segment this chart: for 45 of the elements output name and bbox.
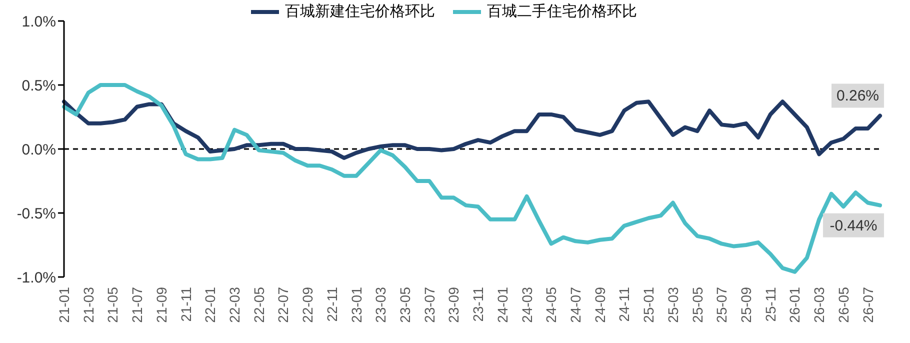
x-tick-label: 23-07 bbox=[421, 286, 438, 323]
x-tick-label: 21-09 bbox=[153, 286, 170, 323]
x-tick-label: 26-07 bbox=[860, 286, 876, 323]
data-label: -0.44% bbox=[830, 217, 878, 234]
x-tick-label: 25-09 bbox=[738, 286, 754, 323]
y-tick-label: -0.5% bbox=[16, 205, 56, 222]
x-tick-label: 25-07 bbox=[714, 286, 730, 323]
x-tick-label: 22-05 bbox=[250, 286, 267, 323]
x-tick-label: 21-07 bbox=[129, 286, 146, 323]
x-tick-label: 23-03 bbox=[372, 286, 389, 323]
x-tick-label: 23-01 bbox=[348, 286, 364, 323]
x-tick-label: 21-11 bbox=[178, 286, 194, 322]
x-tick-label: 25-01 bbox=[640, 286, 657, 323]
data-label: 0.26% bbox=[836, 88, 880, 105]
x-tick-label: 21-05 bbox=[104, 286, 121, 323]
y-tick-label: 1.0% bbox=[22, 13, 56, 30]
x-tick-label: 22-09 bbox=[300, 286, 316, 323]
x-tick-label: 25-03 bbox=[664, 286, 681, 323]
x-tick-label: 26-03 bbox=[811, 286, 828, 323]
x-tick-label: 24-01 bbox=[494, 286, 510, 323]
x-tick-label: 23-09 bbox=[446, 286, 462, 323]
x-tick-label: 26-05 bbox=[835, 286, 852, 323]
x-tick-label: 22-03 bbox=[226, 286, 243, 323]
x-tick-label: 25-05 bbox=[689, 286, 706, 323]
x-tick-label: 23-11 bbox=[470, 286, 486, 322]
x-tick-label: 24-05 bbox=[543, 286, 560, 323]
legend-label: 百城二手住宅价格环比 bbox=[487, 2, 637, 21]
y-tick-label: 0.5% bbox=[22, 77, 56, 94]
y-tick-label: 0.0% bbox=[22, 141, 56, 158]
x-tick-label: 26-01 bbox=[786, 286, 803, 323]
x-tick-label: 22-11 bbox=[324, 286, 340, 322]
x-tick-label: 24-09 bbox=[592, 286, 608, 323]
x-tick-label: 22-01 bbox=[202, 286, 218, 323]
x-tick-label: 25-11 bbox=[762, 286, 778, 322]
x-tick-label: 24-07 bbox=[568, 286, 584, 323]
x-tick-label: 24-11 bbox=[616, 286, 632, 322]
x-tick-label: 21-03 bbox=[80, 286, 96, 323]
line-series bbox=[62, 83, 882, 274]
x-tick-label: 21-01 bbox=[56, 286, 72, 323]
line-series bbox=[62, 100, 882, 160]
x-tick-label: 22-07 bbox=[275, 286, 292, 323]
y-tick-label: -1.0% bbox=[16, 269, 56, 286]
x-tick-label: 24-03 bbox=[518, 286, 535, 323]
x-tick-label: 23-05 bbox=[397, 286, 414, 323]
legend-label: 百城新建住宅价格环比 bbox=[285, 2, 435, 21]
